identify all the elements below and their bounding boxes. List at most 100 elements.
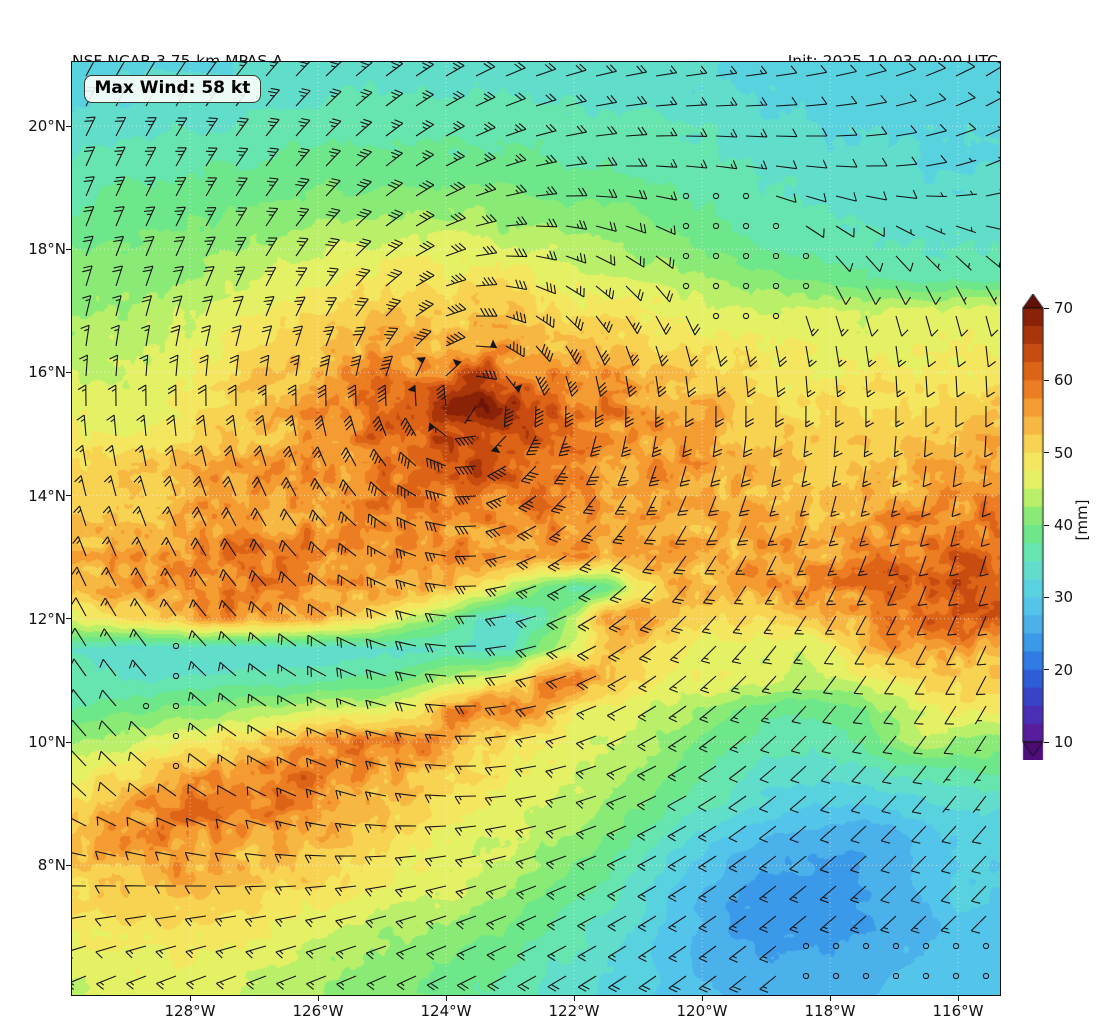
wind-barb-icon (890, 495, 900, 517)
wind-barb-icon (946, 615, 957, 636)
x-axis-tick-label: 116°W (932, 1002, 984, 1020)
wind-barb-icon (216, 753, 236, 766)
wind-barb-icon (637, 975, 656, 992)
wind-barb-icon (454, 764, 476, 774)
wind-barb-icon (143, 176, 156, 196)
x-axis-tick (445, 995, 447, 1001)
wind-barb-icon (82, 205, 94, 226)
wind-barb-icon (154, 914, 176, 926)
wind-barb-icon (335, 944, 356, 959)
wind-barb-icon (415, 61, 434, 76)
wind-barb-icon (295, 236, 309, 256)
wind-barb-icon (736, 525, 748, 546)
x-axis-tick (189, 995, 191, 1001)
wind-barb-icon (364, 884, 386, 897)
wind-barb-icon (124, 850, 146, 860)
wind-barb-icon (334, 822, 356, 832)
wind-barb-icon (895, 93, 917, 107)
wind-barb-icon (550, 495, 566, 514)
wind-barb-icon (804, 345, 817, 367)
calm-wind-icon (802, 942, 809, 949)
wind-barb-pennant (406, 384, 415, 392)
wind-barb-icon (396, 484, 416, 498)
wind-barb-icon (971, 825, 986, 844)
y-axis-tick (66, 618, 72, 620)
colorbar-tick-label: 30 (1054, 588, 1074, 607)
wind-barb-icon (246, 724, 266, 736)
wind-barb-icon (505, 152, 526, 167)
wind-barb-icon (104, 444, 117, 466)
wind-barb-icon (940, 855, 956, 874)
wind-barb-icon (415, 299, 434, 316)
wind-barb-icon (564, 375, 578, 397)
wind-barb-icon (426, 975, 446, 991)
wind-barb-icon (355, 178, 372, 196)
wind-barb-icon (985, 61, 1000, 76)
wind-barb-icon (223, 444, 237, 466)
wind-barb-icon (247, 662, 266, 676)
calm-wind-icon (712, 312, 719, 319)
wind-barb-icon (275, 786, 296, 797)
wind-barb-icon (565, 187, 587, 197)
wind-barb-icon (95, 974, 116, 990)
wind-barb-icon (805, 127, 827, 137)
wind-barb-icon (714, 405, 724, 427)
wind-barb-icon (611, 525, 626, 544)
wind-barb-icon (156, 782, 176, 796)
wind-barb-icon (365, 607, 386, 619)
wind-barb-icon (804, 375, 815, 397)
wind-barb-icon (582, 495, 596, 514)
wind-barb-icon (215, 974, 236, 990)
calm-wind-icon (172, 642, 179, 649)
wind-barb-icon (981, 495, 991, 517)
wind-barb-icon (336, 605, 356, 617)
wind-barb-icon (218, 568, 236, 586)
wind-barb-icon (828, 525, 838, 546)
wind-barb-icon (71, 851, 86, 857)
wind-barb-icon (668, 975, 686, 992)
wind-barb-icon (698, 945, 716, 963)
wind-barb-icon (456, 975, 476, 991)
colorbar-tick-label: 60 (1054, 371, 1074, 390)
wind-barb-icon (305, 974, 326, 990)
wind-barb-icon (424, 520, 446, 532)
wind-barb-icon (668, 675, 686, 693)
wind-barb-icon (576, 885, 596, 901)
calm-wind-icon (742, 252, 749, 259)
wind-barb-icon (484, 824, 506, 837)
wind-barb-icon (819, 885, 836, 903)
wind-barb-icon (214, 914, 236, 927)
wind-barb-icon (525, 435, 541, 455)
wind-barb-icon (955, 190, 977, 197)
wind-barb-icon (668, 705, 686, 722)
wind-barb-icon (895, 189, 917, 199)
wind-barb-icon (484, 854, 506, 868)
wind-barb-icon (648, 465, 659, 486)
wind-barb-icon (124, 884, 146, 894)
wind-barb-icon (317, 384, 327, 406)
x-axis-tick-label: 124°W (420, 1002, 472, 1020)
wind-barb-icon (305, 787, 326, 798)
wind-barb-icon (252, 445, 267, 466)
wind-barb-icon (144, 146, 156, 166)
wind-barb-pennant (452, 358, 461, 366)
wind-barb-icon (364, 854, 386, 865)
wind-barb-icon (984, 375, 995, 397)
wind-barb-icon (667, 945, 686, 962)
wind-barb-icon (475, 61, 495, 76)
wind-barb-icon (624, 375, 637, 397)
wind-barb-icon (475, 307, 497, 317)
wind-barb-icon (595, 345, 610, 365)
wind-barb-icon (607, 945, 626, 962)
wind-barb-icon (94, 944, 116, 958)
calm-wind-icon (832, 942, 839, 949)
wind-barb-icon (535, 250, 557, 261)
wind-barb-icon (514, 704, 536, 717)
wind-barb-icon (805, 95, 827, 107)
wind-barb-icon (424, 854, 446, 866)
wind-barb-icon (950, 495, 961, 517)
wind-barb-icon (775, 159, 797, 169)
wind-barb-icon (728, 735, 746, 753)
wind-barb-icon (385, 118, 403, 136)
wind-barb-icon (517, 495, 536, 512)
